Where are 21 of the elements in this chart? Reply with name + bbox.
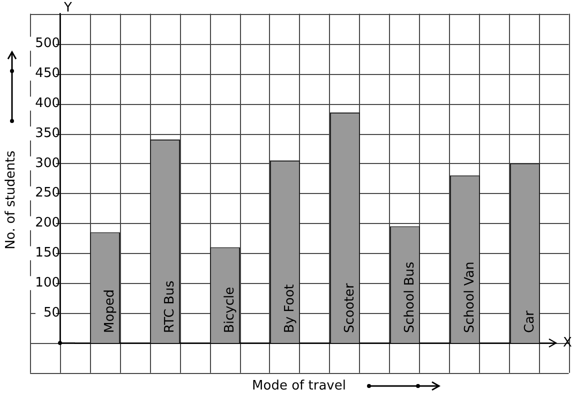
y-tick-label: 100	[35, 276, 60, 291]
y-tick-label: 500	[35, 36, 60, 52]
y-tick-label: 450	[35, 66, 60, 82]
y-tick-label: 350	[35, 126, 60, 141]
y-tick-label: 400	[35, 96, 60, 111]
x-tick-label: School Van	[462, 262, 478, 333]
annotation: Y	[63, 0, 72, 16]
y-tick-label: 200	[35, 216, 60, 231]
x-tick-label: RTC Bus	[162, 280, 178, 333]
x-tick-label: Bicycle	[222, 286, 238, 333]
y-tick-label: 250	[35, 186, 60, 201]
x-tick-label: By Foot	[282, 284, 298, 333]
x-tick-label: Moped	[102, 289, 118, 333]
x-tick-label: School Bus	[402, 262, 418, 333]
y-tick-label: 300	[35, 156, 60, 171]
y-tick-label: 150	[35, 246, 60, 261]
x-tick-label: Car	[522, 310, 538, 333]
x-axis-title: Mode of travel	[252, 378, 346, 394]
y-tick-label: 50	[43, 305, 60, 320]
y-axis-title: No. of students	[3, 150, 18, 250]
x-tick-label: Scooter	[342, 282, 358, 333]
